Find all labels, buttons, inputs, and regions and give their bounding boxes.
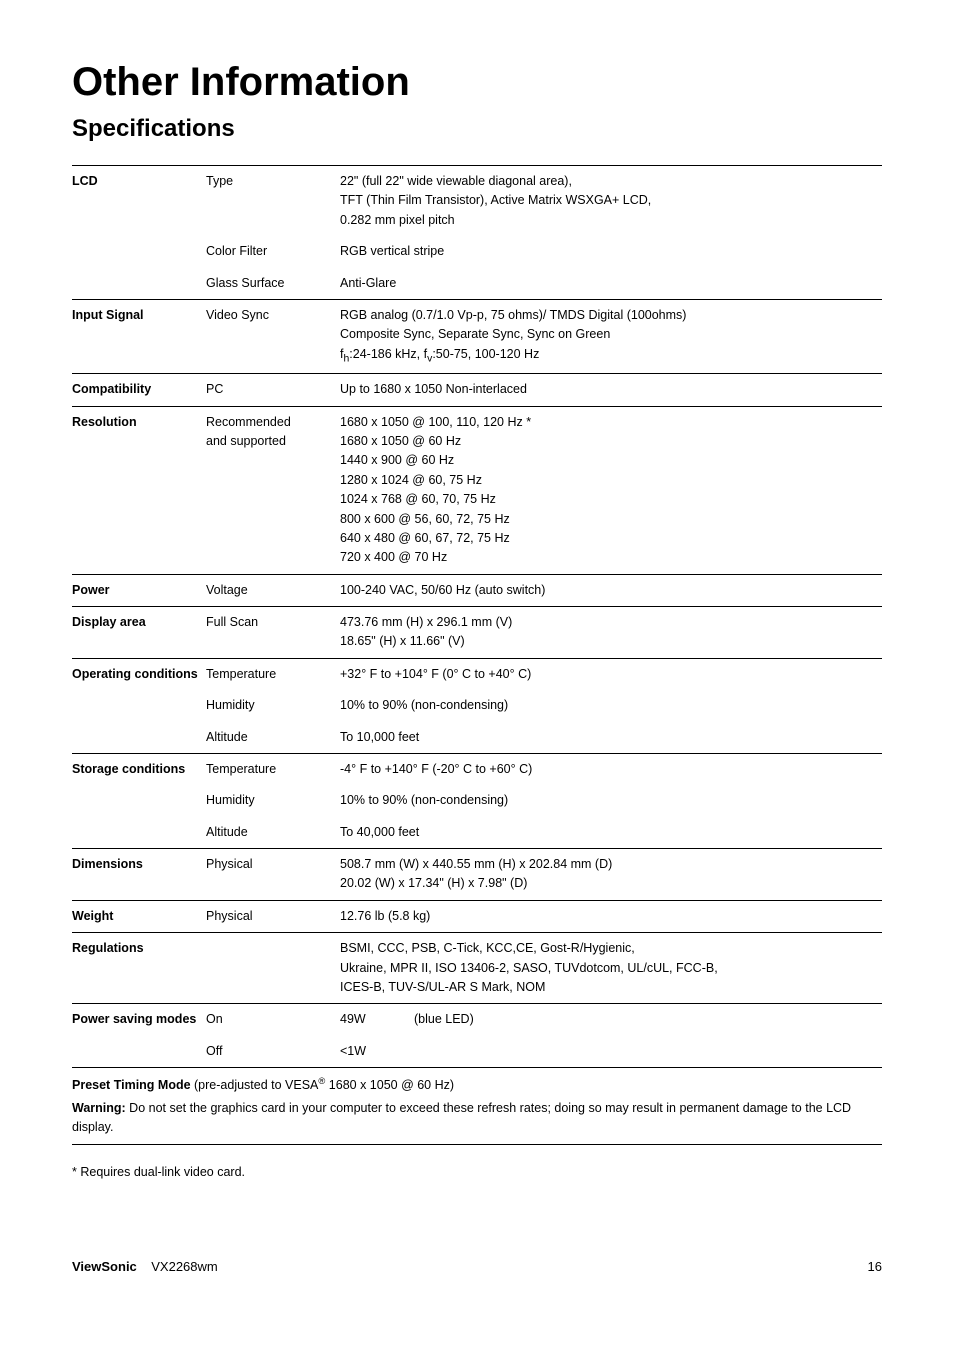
spec-key: Physical	[206, 900, 340, 932]
text: Preset Timing Mode	[72, 1078, 191, 1092]
table-row: Power saving modes On 49W (blue LED)	[72, 1004, 882, 1036]
spec-value: Up to 1680 x 1050 Non-interlaced	[340, 374, 882, 406]
brand-name: ViewSonic	[72, 1259, 137, 1274]
text: 1680 x 1050 @ 60 Hz)	[325, 1078, 454, 1092]
text: and supported	[206, 434, 286, 448]
spec-key: Temperature	[206, 753, 340, 785]
table-row: Storage conditions Temperature -4° F to …	[72, 753, 882, 785]
text: Do not set the graphics card in your com…	[72, 1101, 851, 1134]
table-row: Resolution Recommended and supported 168…	[72, 406, 882, 574]
spec-value: (blue LED)	[414, 1004, 882, 1036]
text: Recommended	[206, 415, 291, 429]
spec-key: Recommended and supported	[206, 406, 340, 574]
model-name: VX2268wm	[151, 1259, 217, 1274]
spec-key: Voltage	[206, 574, 340, 606]
spec-key: Video Sync	[206, 299, 340, 373]
notes-box: Preset Timing Mode (pre-adjusted to VESA…	[72, 1067, 882, 1145]
spec-label: Power saving modes	[72, 1004, 206, 1067]
spec-key	[206, 933, 340, 1004]
table-row: Power Voltage 100-240 VAC, 50/60 Hz (aut…	[72, 574, 882, 606]
spec-value: 508.7 mm (W) x 440.55 mm (H) x 202.84 mm…	[340, 849, 882, 901]
spec-key: Altitude	[206, 722, 340, 754]
spec-label: Input Signal	[72, 299, 206, 373]
spec-value: RGB vertical stripe	[340, 236, 882, 267]
warning-note: Warning: Do not set the graphics card in…	[72, 1099, 882, 1137]
spec-value: 12.76 lb (5.8 kg)	[340, 900, 882, 932]
text: :50-75, 100-120 Hz	[432, 347, 539, 361]
footnote: * Requires dual-link video card.	[72, 1165, 882, 1179]
spec-key: Altitude	[206, 817, 340, 849]
spec-key: Full Scan	[206, 607, 340, 659]
table-row: LCD Type 22" (full 22" wide viewable dia…	[72, 166, 882, 237]
page-title: Other Information	[72, 60, 882, 105]
spec-value: To 40,000 feet	[340, 817, 882, 849]
spec-table: LCD Type 22" (full 22" wide viewable dia…	[72, 165, 882, 1067]
spec-label: LCD	[72, 166, 206, 300]
spec-value: 22" (full 22" wide viewable diagonal are…	[340, 166, 882, 237]
table-row: Dimensions Physical 508.7 mm (W) x 440.5…	[72, 849, 882, 901]
spec-key: PC	[206, 374, 340, 406]
footer-left: ViewSonic VX2268wm	[72, 1259, 218, 1274]
spec-label: Dimensions	[72, 849, 206, 901]
spec-value: +32° F to +104° F (0° C to +40° C)	[340, 658, 882, 690]
spec-label: Compatibility	[72, 374, 206, 406]
text: :24-186 kHz, f	[349, 347, 427, 361]
table-row: Regulations BSMI, CCC, PSB, C-Tick, KCC,…	[72, 933, 882, 1004]
spec-key: Temperature	[206, 658, 340, 690]
page-number: 16	[868, 1259, 882, 1274]
spec-key: On	[206, 1004, 340, 1036]
spec-key: Off	[206, 1036, 340, 1067]
table-row: Display area Full Scan 473.76 mm (H) x 2…	[72, 607, 882, 659]
spec-value: 10% to 90% (non-condensing)	[340, 690, 882, 721]
section-title: Specifications	[72, 115, 882, 143]
text: (pre-adjusted to VESA	[191, 1078, 319, 1092]
text: Composite Sync, Separate Sync, Sync on G…	[340, 327, 610, 341]
spec-value: 473.76 mm (H) x 296.1 mm (V) 18.65" (H) …	[340, 607, 882, 659]
spec-key: Glass Surface	[206, 268, 340, 300]
spec-value: -4° F to +140° F (-20° C to +60° C)	[340, 753, 882, 785]
spec-value: 49W	[340, 1004, 414, 1036]
preset-timing-note: Preset Timing Mode (pre-adjusted to VESA…	[72, 1074, 882, 1095]
spec-value: BSMI, CCC, PSB, C-Tick, KCC,CE, Gost-R/H…	[340, 933, 882, 1004]
page-footer: ViewSonic VX2268wm 16	[72, 1259, 882, 1274]
spec-value: <1W	[340, 1036, 414, 1067]
table-row: Input Signal Video Sync RGB analog (0.7/…	[72, 299, 882, 373]
spec-key: Humidity	[206, 785, 340, 816]
spec-label: Storage conditions	[72, 753, 206, 848]
spec-value: Anti-Glare	[340, 268, 882, 300]
spec-key: Humidity	[206, 690, 340, 721]
spec-label: Display area	[72, 607, 206, 659]
spec-key: Type	[206, 166, 340, 237]
spec-value: 10% to 90% (non-condensing)	[340, 785, 882, 816]
spec-key: Physical	[206, 849, 340, 901]
spec-label: Regulations	[72, 933, 206, 1004]
spec-value: To 10,000 feet	[340, 722, 882, 754]
table-row: Operating conditions Temperature +32° F …	[72, 658, 882, 690]
spec-key: Color Filter	[206, 236, 340, 267]
text: Warning:	[72, 1101, 126, 1115]
table-row: Compatibility PC Up to 1680 x 1050 Non-i…	[72, 374, 882, 406]
spec-label: Operating conditions	[72, 658, 206, 753]
spec-label: Weight	[72, 900, 206, 932]
spec-value: 100-240 VAC, 50/60 Hz (auto switch)	[340, 574, 882, 606]
text: RGB analog (0.7/1.0 Vp-p, 75 ohms)/ TMDS…	[340, 308, 686, 322]
table-row: Weight Physical 12.76 lb (5.8 kg)	[72, 900, 882, 932]
spec-label: Power	[72, 574, 206, 606]
spec-value: RGB analog (0.7/1.0 Vp-p, 75 ohms)/ TMDS…	[340, 299, 882, 373]
spec-label: Resolution	[72, 406, 206, 574]
spec-value: 1680 x 1050 @ 100, 110, 120 Hz * 1680 x …	[340, 406, 882, 574]
spec-value	[414, 1036, 882, 1067]
